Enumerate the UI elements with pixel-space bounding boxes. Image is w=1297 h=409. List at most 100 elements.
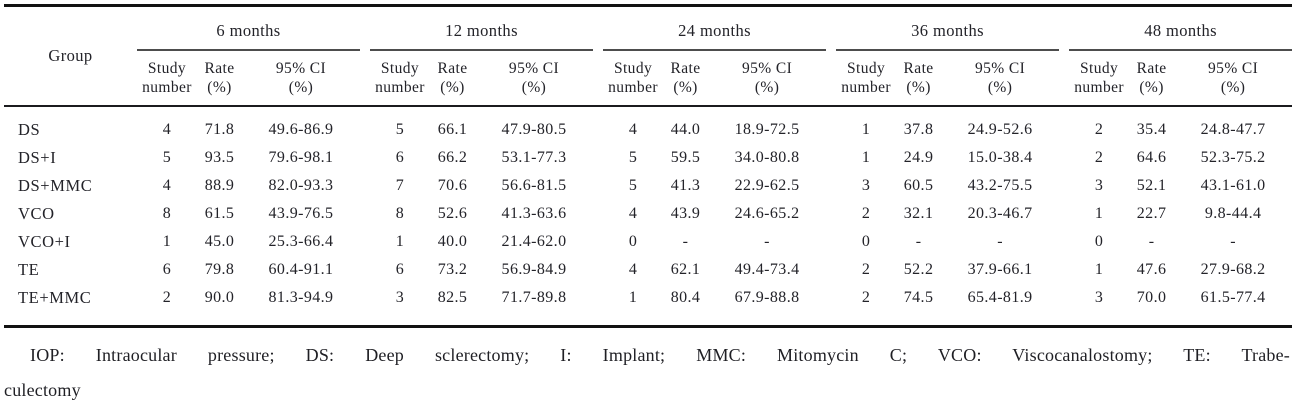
subheader-rate-month-0: Rate (%) [204,60,235,96]
subheader-rate-month-3: Rate (%) [903,60,934,96]
table-cell: 74.5 [903,289,934,306]
table-cell: 0 [861,233,871,250]
subheader-row: Study number Rate (%) 95% CI (%) Study number Ra… [4,50,1292,106]
column-spacer [826,105,837,144]
table-cell: 3 [1094,177,1104,194]
column-spacer [1059,200,1069,228]
table-row-te-mmc: TE+MMC 2 90.0 81.3-94.9 3 82.5 71.7-89.8 1 80.4 6… [4,284,1292,327]
table-row-vco: VCO 8 61.5 43.9-76.5 8 52.6 41.3-63.6 4 43.9 24.6… [4,200,1292,228]
table-cell: 37.9-66.1 [967,261,1033,278]
column-spacer [826,172,836,200]
table-row-ds-mmc: DS+MMC 4 88.9 82.0-93.3 7 70.6 56.6-81.5 5 41.3 2… [4,172,1292,200]
table-cell: 64.6 [1136,149,1167,166]
table-cell: 66.2 [437,149,468,166]
row-group-label: DS [4,105,137,144]
table-cell: 1 [162,233,172,250]
table-cell: - [764,233,770,250]
table-cell: 49.4-73.4 [734,261,800,278]
subheader-rate-month-1: Rate (%) [437,60,468,96]
table-cell: 73.2 [437,261,468,278]
subheader-study-number-month-3: Study number [841,60,891,96]
table-cell: 22.9-62.5 [734,177,800,194]
table-cell: 81.3-94.9 [268,289,334,306]
column-spacer [826,6,836,51]
table-cell: 18.9-72.5 [708,105,827,144]
table-cell: 6 [395,261,405,278]
table-cell: 40.0 [437,233,468,250]
table-row-ds-i: DS+I 5 93.5 79.6-98.1 6 66.2 53.1-77.3 5 59.5 34.… [4,144,1292,172]
table-cell: 35.4 [1129,105,1175,144]
table-cell: 52.6 [437,205,468,222]
table-cell: 70.0 [1136,289,1167,306]
row-group-label: TE+MMC [18,288,92,307]
column-spacer [1059,144,1069,172]
column-spacer [360,200,370,228]
subheader-rate-month-4: Rate (%) [1136,60,1167,96]
table-cell: 20.3-46.7 [967,205,1033,222]
column-spacer [360,6,370,51]
table-cell: 2 [861,261,871,278]
table-cell: 80.4 [670,289,701,306]
table-cell: 5 [628,149,638,166]
table-cell: 61.5-77.4 [1200,289,1266,306]
column-spacer [1059,284,1069,327]
table-cell: 4 [603,105,664,144]
table-cell: 1 [628,289,638,306]
table-cell: 1 [836,105,897,144]
table-cell: 4 [162,177,172,194]
table-cell: 32.1 [903,205,934,222]
table-cell: 82.5 [437,289,468,306]
table-cell: 43.2-75.5 [967,177,1033,194]
month-header-row: Group 6 months 12 months 24 months 36 mo… [4,5,1293,65]
subheader-ci-month-4: 95% CI (%) [1208,60,1259,96]
column-spacer [360,50,370,106]
footnote-line-1: IOP: Intraocular pressure; DS: Deep scle… [30,345,1290,365]
column-spacer [826,144,836,172]
subheader-study-number-month-2: Study number [608,60,658,96]
table-cell: 5 [162,149,172,166]
table-cell: 9.8-44.4 [1204,205,1262,222]
column-spacer [593,50,603,106]
table-cell: 43.9-76.5 [268,205,334,222]
table-cell: 1 [1094,261,1104,278]
table-cell: 67.9-88.8 [734,289,800,306]
table-cell: 24.6-65.2 [734,205,800,222]
column-spacer [1059,6,1069,51]
column-spacer [360,228,370,256]
table-row-te: TE 6 79.8 60.4-91.1 6 73.2 56.9-84.9 4 62.1 49.4-… [4,256,1292,284]
table-cell: 56.9-84.9 [501,261,567,278]
column-spacer [593,228,603,256]
column-spacer [360,284,370,327]
column-spacer [360,172,370,200]
table-cell: 56.6-81.5 [501,177,567,194]
footnote-line-2: culectomy [4,380,81,400]
table-cell: 8 [162,205,172,222]
column-spacer [826,200,836,228]
table-cell: 4 [628,261,638,278]
column-spacer [826,228,836,256]
row-group-label: DS+MMC [18,176,93,195]
table-cell: 25.3-66.4 [268,233,334,250]
column-header-12-months: 12 months [370,5,594,51]
column-spacer [593,105,604,144]
table-cell: 21.4-62.0 [501,233,567,250]
table-cell: 34.0-80.8 [734,149,800,166]
table-cell: 70.6 [437,177,468,194]
table-cell: 47.9-80.5 [475,105,594,144]
table-cell: - [1148,233,1155,250]
table-cell: 27.9-68.2 [1200,261,1266,278]
table-cell: 43.1-61.0 [1200,177,1266,194]
table-cell: 2 [162,289,172,306]
table-cell: 41.3 [670,177,701,194]
table-cell: 1 [861,149,871,166]
table-cell: 7 [395,177,405,194]
column-spacer [593,284,603,327]
table-cell: 65.4-81.9 [967,289,1033,306]
column-header-36-months: 36 months [836,5,1060,51]
column-spacer [826,284,836,327]
table-cell: 45.0 [204,233,235,250]
row-group-label: VCO+I [18,232,71,251]
subheader-study-number-month-0: Study number [142,60,192,96]
table-cell: 71.7-89.8 [501,289,567,306]
